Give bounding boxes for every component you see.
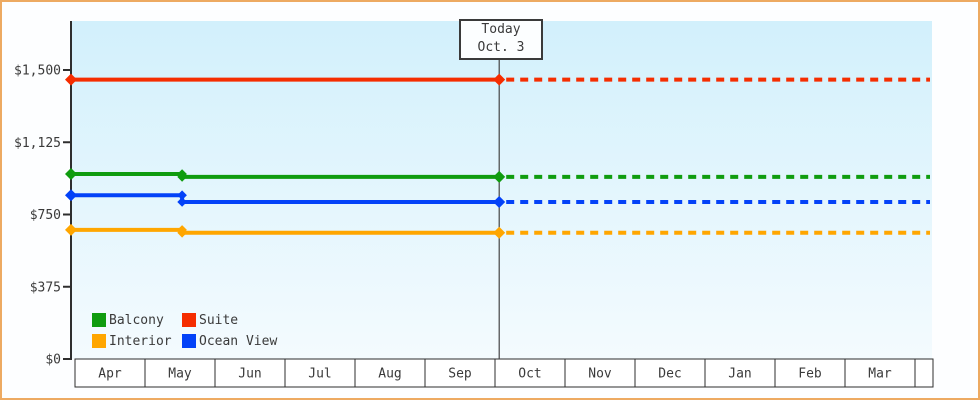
legend-label-interior: Interior [109, 333, 172, 349]
today-flag: Today Oct. 3 [459, 19, 543, 60]
legend-swatch-ocean-view [182, 334, 196, 348]
y-axis-tick-label: $375 [30, 280, 61, 295]
data-point-marker [65, 223, 77, 236]
data-point-marker [493, 195, 506, 208]
legend-label-suite: Suite [199, 312, 239, 328]
y-axis-tick-label: $1,125 [14, 136, 61, 151]
data-point-marker [65, 168, 77, 181]
month-label: May [168, 367, 192, 382]
y-axis-tick-label: $750 [30, 208, 61, 223]
month-label: Jan [728, 367, 751, 382]
data-point-marker [177, 197, 187, 207]
today-flag-line2: Oct. 3 [477, 40, 525, 55]
data-point-marker [65, 189, 77, 202]
data-point-marker [493, 73, 506, 86]
data-point-marker [65, 73, 77, 86]
series-suite [65, 73, 930, 86]
month-label: Feb [798, 367, 822, 382]
legend-item-ocean-view: Ocean View [182, 333, 277, 349]
data-point-marker [177, 190, 187, 201]
legend-item-balcony: Balcony [92, 312, 182, 328]
y-axis-tick-label: $0 [45, 353, 61, 368]
data-point-marker [177, 228, 187, 238]
series-ocean-view [65, 189, 930, 208]
series-balcony [65, 168, 930, 183]
legend-swatch-balcony [92, 313, 106, 327]
legend-item-suite: Suite [182, 312, 277, 328]
legend-item-interior: Interior [92, 333, 182, 349]
month-label: Apr [98, 367, 122, 382]
month-label: Nov [588, 367, 612, 382]
legend-swatch-suite [182, 313, 196, 327]
y-axis-tick-label: $1,500 [14, 64, 61, 79]
data-point-marker [177, 172, 187, 182]
month-band [74, 358, 934, 388]
chart-legend: Balcony Suite Interior Ocean View [92, 312, 277, 349]
today-flag-line1: Today [481, 22, 521, 37]
data-point-marker [493, 226, 506, 239]
data-point-marker [493, 170, 506, 183]
month-label: Dec [658, 367, 681, 382]
legend-label-balcony: Balcony [109, 312, 164, 328]
plot-area [72, 21, 932, 359]
month-label: Aug [378, 367, 401, 382]
month-label: Sep [448, 367, 472, 382]
legend-label-ocean-view: Ocean View [199, 333, 278, 349]
month-label: Jun [238, 367, 261, 382]
month-label: Mar [868, 367, 892, 382]
month-label: Jul [308, 367, 331, 382]
month-label: Oct [518, 367, 541, 382]
legend-swatch-interior [92, 334, 106, 348]
series-interior [65, 223, 930, 239]
